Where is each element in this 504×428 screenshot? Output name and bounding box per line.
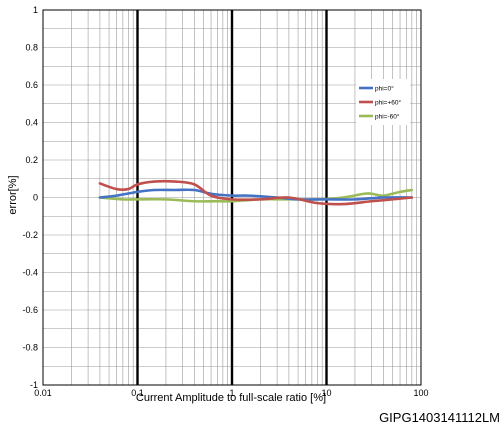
y-tick-label: 0.6: [25, 80, 38, 90]
y-tick-label: -1: [30, 380, 38, 390]
y-tick-label: 1: [33, 5, 38, 15]
series-line: [98, 188, 414, 201]
x-tick-label: 10: [321, 388, 331, 398]
y-tick-label: -0.6: [22, 305, 38, 315]
x-tick-label: 0.01: [34, 388, 52, 398]
legend: phi=0° phi=+60° phi=-60°: [356, 79, 410, 125]
legend-label: phi=+60°: [375, 98, 401, 106]
y-tick-label: -0.2: [22, 230, 38, 240]
y-tick-label: 0.8: [25, 43, 38, 53]
x-tick-label: 1: [229, 388, 234, 398]
plot-frame: [42, 9, 422, 386]
figure-code: GIPG1403141112LM: [379, 410, 500, 425]
y-tick-label: -0.4: [22, 268, 38, 278]
series-layer: [98, 179, 414, 206]
legend-label: phi=-60°: [375, 112, 400, 120]
legend-label: phi=0°: [375, 84, 394, 92]
y-axis-label: error[%]: [7, 175, 19, 214]
y-tick-label: 0.4: [25, 118, 38, 128]
y-tick-label: -0.8: [22, 343, 38, 353]
x-tick-labels: 0.01 0.1 1 10 100: [34, 388, 428, 398]
x-tick-label: 0.1: [131, 388, 144, 398]
x-axis-label: Current Amplitude to full-scale ratio [%…: [136, 392, 326, 404]
y-tick-label: 0: [33, 193, 38, 203]
y-tick-labels: 1 0.8 0.6 0.4 0.2 0 -0.2 -0.4 -0.6 -0.8 -1: [22, 5, 38, 390]
x-tick-label: 100: [413, 388, 428, 398]
series-line: [98, 179, 414, 206]
y-tick-label: 0.2: [25, 155, 38, 165]
major-grid: [136, 10, 328, 385]
